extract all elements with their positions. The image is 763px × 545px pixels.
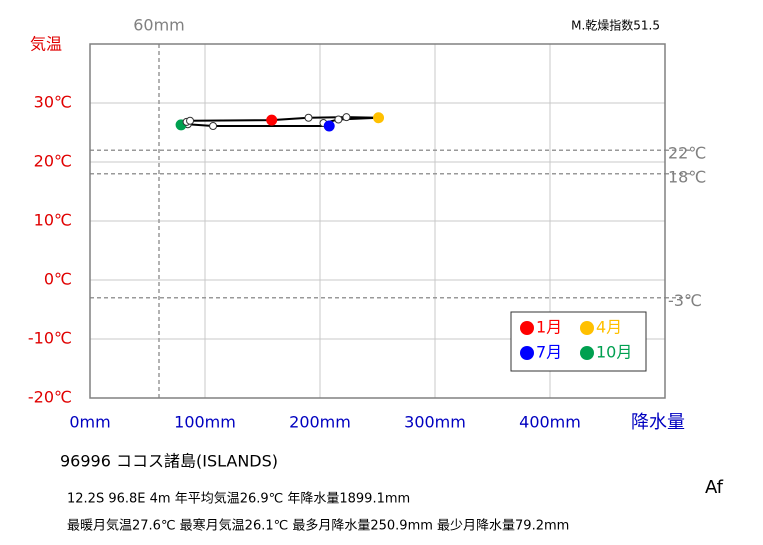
x-tick-label: 300mm [404,413,466,432]
y-tick-label: 10℃ [34,211,72,230]
climate-class: Af [705,477,724,498]
info-line: 12.2S 96.8E 4m 年平均気温26.9℃ 年降水量1899.1mm [67,491,410,507]
ref-label: 22℃ [668,144,706,163]
legend-box [510,311,647,372]
month-point [323,120,335,132]
plot-border [89,43,666,399]
x-tick-label: 200mm [289,413,351,432]
y-tick-label: -10℃ [28,329,72,348]
legend-marker [580,321,594,335]
x-tick-label: 100mm [174,413,236,432]
x-axis-label: 降水量 [631,412,685,433]
index-label: M.乾燥指数51.5 [571,18,660,33]
legend-label: 7月 [536,343,562,362]
legend-marker [520,321,534,335]
legend-label: 1月 [536,318,562,337]
month-point [334,115,343,124]
ref-label: -3℃ [668,291,702,310]
y-axis-label: 気温 [30,35,62,54]
legend-marker [520,346,534,360]
legend-label: 10月 [596,343,632,362]
x-tick-label: 400mm [519,413,581,432]
ref-label: 60mm [133,16,185,35]
month-point [209,122,218,131]
y-tick-label: 0℃ [44,270,72,289]
y-tick-label: -20℃ [28,388,72,407]
month-point [266,114,278,126]
legend-marker [580,346,594,360]
y-tick-label: 20℃ [34,152,72,171]
station: 96996 ココス諸島(ISLANDS) [60,452,278,471]
x-tick-label: 0mm [69,413,110,432]
month-point [342,113,351,122]
month-point [186,116,195,125]
month-point [373,112,385,124]
month-point [304,113,313,122]
y-tick-label: 30℃ [34,93,72,112]
legend-label: 4月 [596,318,622,337]
info-line: 最暖月気温27.6℃ 最寒月気温26.1℃ 最多月降水量250.9mm 最少月降… [67,518,569,534]
ref-label: 18℃ [668,167,706,186]
